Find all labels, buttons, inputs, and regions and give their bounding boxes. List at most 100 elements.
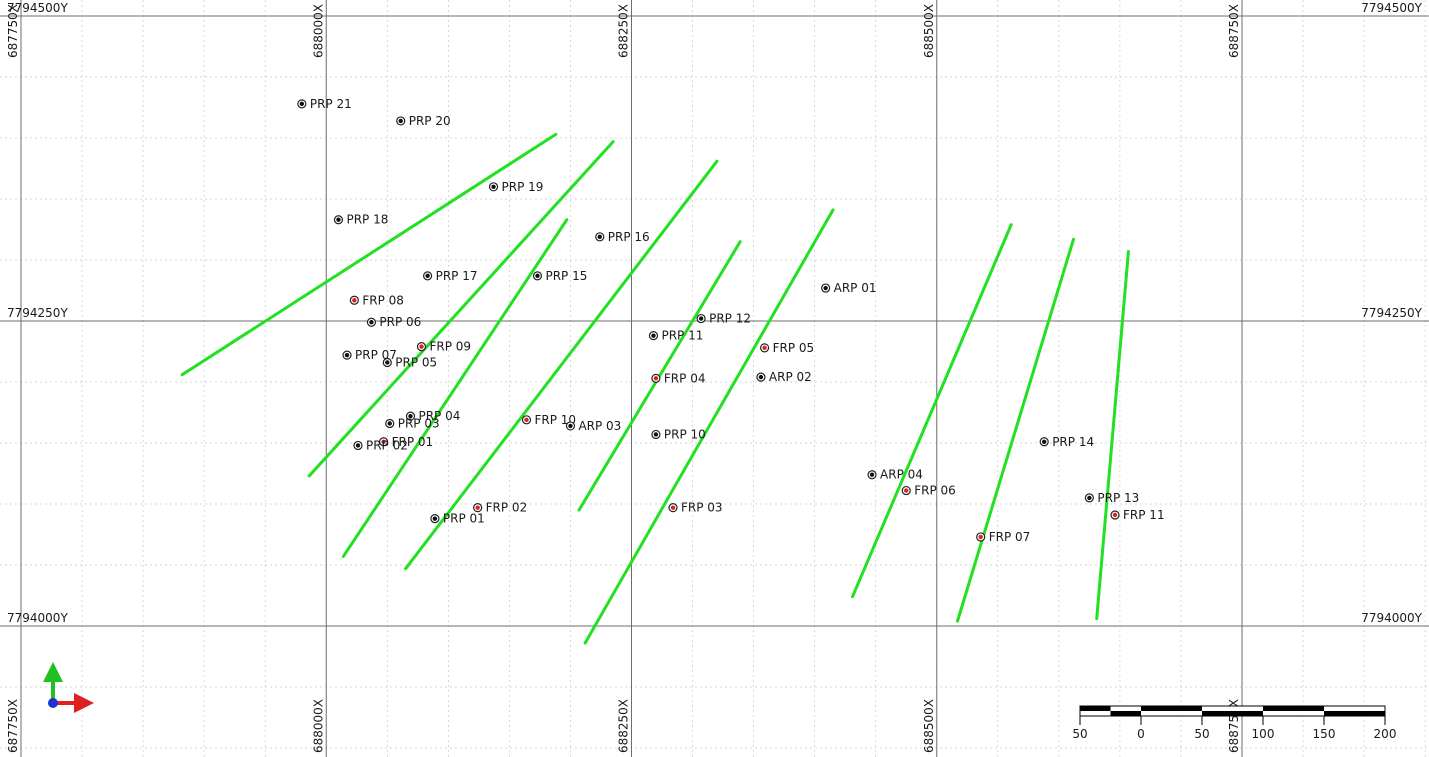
point-marker-dot bbox=[398, 118, 403, 124]
structure-line bbox=[404, 159, 719, 571]
point-marker-dot bbox=[597, 234, 602, 240]
survey-point[interactable]: FRP 03 bbox=[668, 501, 723, 515]
survey-point[interactable]: PRP 04 bbox=[405, 409, 460, 423]
survey-point[interactable]: PRP 11 bbox=[648, 329, 703, 343]
point-marker-dot bbox=[491, 184, 496, 189]
point-marker-dot bbox=[568, 423, 573, 429]
grid-label-y-right: 7794000Y bbox=[1361, 611, 1422, 625]
point-label: PRP 02 bbox=[366, 438, 408, 452]
survey-point[interactable]: ARP 01 bbox=[821, 281, 877, 295]
survey-point[interactable]: PRP 10 bbox=[651, 427, 706, 441]
point-label: FRP 10 bbox=[534, 413, 576, 427]
survey-point[interactable]: PRP 19 bbox=[488, 180, 544, 194]
point-marker-dot bbox=[425, 273, 430, 279]
point-label: ARP 03 bbox=[578, 419, 621, 433]
point-marker-dot bbox=[408, 413, 413, 419]
point-label: PRP 03 bbox=[398, 416, 440, 430]
point-marker-dot bbox=[762, 345, 767, 351]
survey-point[interactable]: FRP 02 bbox=[473, 501, 528, 515]
point-label: PRP 18 bbox=[346, 213, 388, 227]
survey-point[interactable]: FRP 06 bbox=[901, 484, 956, 498]
structure-line bbox=[307, 140, 615, 478]
grid-label-x-bottom: 688250X bbox=[617, 699, 631, 753]
point-label: PRP 12 bbox=[709, 312, 751, 326]
point-marker-dot bbox=[432, 516, 438, 521]
survey-point[interactable]: FRP 01 bbox=[379, 435, 434, 449]
survey-point[interactable]: ARP 02 bbox=[756, 370, 812, 384]
point-marker-dot bbox=[904, 488, 909, 493]
point-label: PRP 01 bbox=[443, 512, 485, 526]
grid-label-y-right: 7794250Y bbox=[1361, 306, 1422, 320]
point-marker-dot bbox=[869, 472, 875, 477]
point-label: PRP 14 bbox=[1052, 435, 1094, 449]
survey-point[interactable]: PRP 06 bbox=[366, 315, 421, 329]
survey-point[interactable]: PRP 05 bbox=[382, 355, 437, 369]
point-marker-dot bbox=[524, 417, 529, 423]
survey-points: PRP 21 PRP 20 PRP 19 PRP 18 PRP 16 PRP 17 PRP … bbox=[297, 97, 1165, 544]
survey-point[interactable]: PRP 15 bbox=[532, 269, 587, 283]
survey-point[interactable]: PRP 01 bbox=[430, 512, 485, 526]
point-marker-dot bbox=[385, 360, 390, 365]
point-marker-dot bbox=[653, 376, 659, 381]
survey-point[interactable]: PRP 13 bbox=[1084, 491, 1139, 505]
survey-point[interactable]: PRP 16 bbox=[595, 230, 650, 244]
point-label: PRP 13 bbox=[1097, 491, 1139, 505]
scale-label: 200 bbox=[1374, 727, 1397, 741]
point-label: FRP 07 bbox=[989, 530, 1031, 544]
point-label: FRP 01 bbox=[392, 435, 434, 449]
survey-point[interactable]: ARP 03 bbox=[565, 419, 621, 433]
scale-label: 0 bbox=[1137, 727, 1145, 741]
scale-label: 50 bbox=[1194, 727, 1209, 741]
point-label: FRP 04 bbox=[664, 371, 706, 385]
survey-point[interactable]: FRP 11 bbox=[1110, 508, 1165, 522]
point-marker-dot bbox=[698, 316, 704, 321]
survey-point[interactable]: PRP 03 bbox=[385, 416, 440, 430]
structure-line bbox=[851, 223, 1013, 599]
survey-point[interactable]: FRP 10 bbox=[521, 413, 576, 427]
point-label: PRP 05 bbox=[395, 355, 437, 369]
scale-label: 50 bbox=[1072, 727, 1087, 741]
survey-point[interactable]: PRP 12 bbox=[696, 312, 751, 326]
survey-point[interactable]: PRP 02 bbox=[353, 438, 408, 452]
survey-point[interactable]: PRP 14 bbox=[1039, 435, 1094, 449]
structure-line bbox=[583, 208, 835, 645]
grid-label-y-left: 7794000Y bbox=[7, 611, 68, 625]
survey-point[interactable]: PRP 21 bbox=[297, 97, 352, 111]
survey-point[interactable]: PRP 17 bbox=[422, 269, 478, 283]
grid-label-x-bottom: 687750X bbox=[6, 699, 20, 753]
scale-label: 150 bbox=[1313, 727, 1336, 741]
survey-point[interactable]: FRP 04 bbox=[651, 371, 706, 385]
point-marker-dot bbox=[381, 439, 386, 444]
point-label: FRP 05 bbox=[773, 341, 815, 355]
survey-point[interactable]: FRP 05 bbox=[759, 341, 815, 355]
grid-label-x-top: 688250X bbox=[617, 4, 631, 58]
grid-label-y-right: 7794500Y bbox=[1361, 1, 1422, 15]
point-label: PRP 15 bbox=[545, 269, 587, 283]
structure-line bbox=[341, 218, 569, 558]
point-label: PRP 19 bbox=[502, 180, 544, 194]
grid-label-y-left: 7794500Y bbox=[7, 1, 68, 15]
survey-point[interactable]: FRP 07 bbox=[976, 530, 1031, 544]
grid-label-x-bottom: 688500X bbox=[922, 699, 936, 753]
point-marker-dot bbox=[758, 374, 764, 380]
point-marker-dot bbox=[336, 217, 341, 222]
survey-point[interactable]: FRP 09 bbox=[416, 340, 471, 354]
structure-lines bbox=[180, 132, 1130, 645]
axis-triad-icon bbox=[43, 662, 94, 713]
survey-point[interactable]: PRP 20 bbox=[396, 114, 451, 128]
point-label: PRP 04 bbox=[418, 409, 460, 423]
survey-point[interactable]: PRP 18 bbox=[333, 213, 388, 227]
point-label: PRP 16 bbox=[608, 230, 650, 244]
grid-label-x-top: 688750X bbox=[1227, 4, 1241, 58]
point-marker-dot bbox=[1041, 439, 1047, 444]
point-label: FRP 08 bbox=[362, 293, 404, 307]
point-label: FRP 02 bbox=[486, 501, 528, 515]
grid-labels: 687750X 687750X 688000X 688000X 688250X 68825… bbox=[6, 1, 1423, 753]
survey-point[interactable]: FRP 08 bbox=[349, 293, 404, 307]
point-marker-dot bbox=[387, 421, 392, 426]
point-label: PRP 21 bbox=[310, 97, 352, 111]
survey-point[interactable]: ARP 04 bbox=[867, 468, 923, 482]
point-marker-dot bbox=[1112, 512, 1118, 518]
point-label: PRP 17 bbox=[436, 269, 478, 283]
